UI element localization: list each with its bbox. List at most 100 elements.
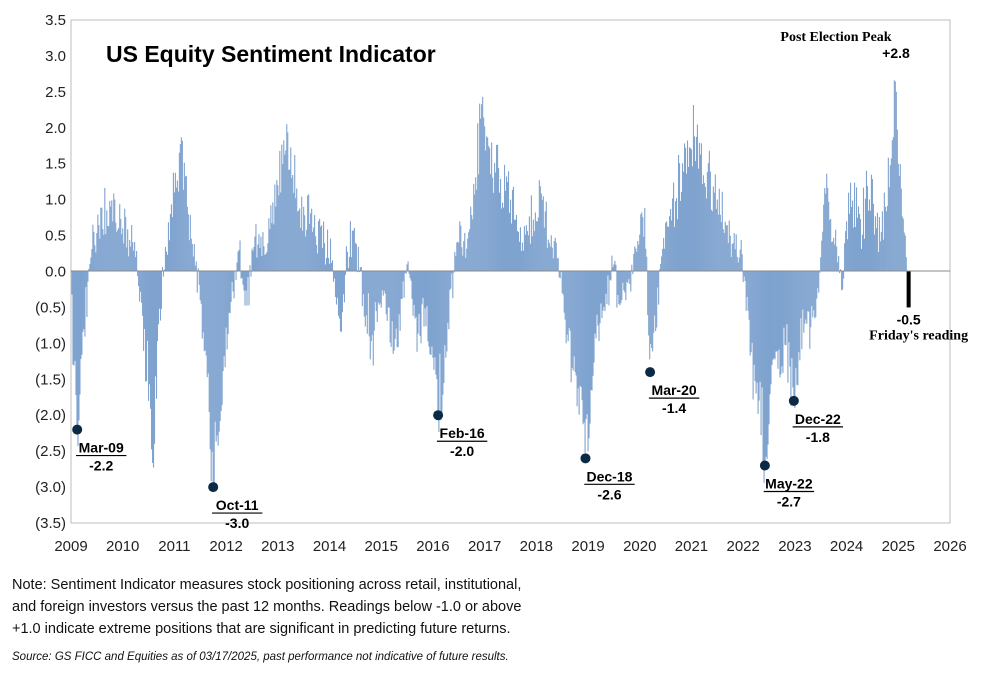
y-tick-label: (0.5) [35,299,66,316]
bar [497,145,499,272]
bar [426,271,428,307]
bar-series [70,80,907,488]
bar [522,250,524,272]
bar [108,226,110,272]
bar [414,271,416,319]
bar [748,271,750,320]
bar [851,206,853,272]
x-tick-label: 2022 [726,538,759,555]
bar [815,271,817,317]
bar [839,271,841,274]
bar [467,238,469,272]
bar [79,271,81,395]
bar [587,271,589,452]
bar [594,271,596,334]
bar [311,208,313,272]
bar [340,271,343,332]
annotation-value: -2.7 [777,494,801,510]
bar [855,187,858,272]
bar [454,251,456,272]
bar [173,192,175,272]
bar [186,206,188,272]
bar [149,271,152,409]
bar [778,271,780,350]
bar [127,229,129,272]
bar [489,148,491,272]
bar [674,226,676,272]
bar [885,211,887,272]
bar [640,214,642,272]
bar [273,224,275,272]
bar [458,242,460,272]
bar [306,229,308,272]
x-tick-label: 2018 [520,538,553,555]
bar [494,162,496,272]
annotations: Mar-09 -2.2 Oct-11 -3.0 Feb-16 -2.0 Dec-18 -2.6… [72,367,844,531]
bar [294,155,296,272]
x-tick-label: 2021 [675,538,708,555]
x-tick-label: 2009 [54,538,87,555]
bar [787,271,789,383]
bar [169,214,171,272]
bar [377,271,379,303]
bar [417,271,419,334]
bar [657,271,659,288]
bar [812,271,814,318]
bar [495,172,497,272]
bar [898,175,900,272]
bar [576,271,578,407]
bar [251,248,253,272]
bar [545,201,547,272]
bar [257,244,259,272]
bar [711,211,713,272]
bar [289,169,291,272]
bar [381,271,383,291]
bar [379,271,381,304]
bar [256,257,258,272]
bar [334,271,337,297]
y-tick-label: 0.0 [45,264,66,281]
bar [604,271,606,312]
bar [832,241,834,272]
bar [178,152,180,272]
bar [571,271,573,368]
bar [375,271,377,312]
bar [301,196,303,272]
bar [635,248,637,272]
bar [558,271,560,278]
bar [437,271,439,414]
bar [129,239,131,272]
bar [857,206,860,272]
bar [616,271,618,308]
bar [623,271,625,291]
bar [490,174,492,272]
bar [393,271,395,351]
bar [774,271,776,360]
bar [124,208,126,272]
bar [125,216,127,272]
bar [356,271,358,273]
bar [779,271,781,378]
x-tick-label: 2019 [571,538,604,555]
bar [896,129,898,272]
bar [849,213,851,272]
bar [531,236,533,272]
bar [98,225,100,272]
bar [342,271,345,295]
bar [216,271,218,436]
bar [767,271,769,445]
annotation-value: -1.8 [806,429,830,445]
bar [723,233,725,272]
bar [255,224,257,272]
bar [823,204,825,272]
bar [297,211,299,272]
bar [710,209,712,272]
bar [428,271,430,347]
bar [469,229,471,272]
bar [390,271,392,347]
bar [902,218,904,272]
bar [99,238,101,272]
bar [303,206,305,272]
bar [126,247,128,272]
bar [509,199,512,272]
